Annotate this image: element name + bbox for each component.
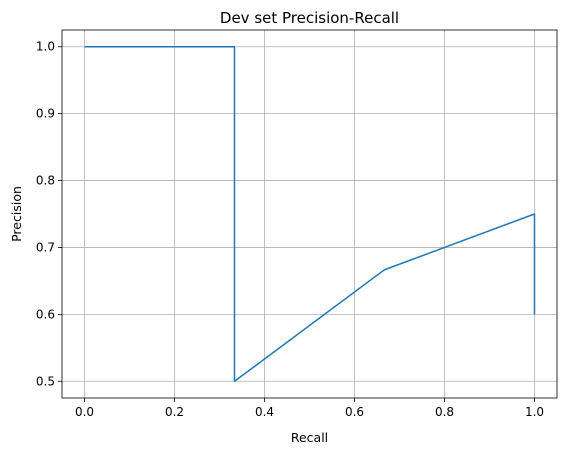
y-tick-label: 0.7: [36, 240, 55, 254]
x-tick-label: 0.2: [165, 405, 184, 419]
x-ticks: 0.0 0.2 0.4 0.6 0.8 1.0: [75, 398, 544, 419]
y-tick-label: 0.8: [36, 174, 55, 188]
x-tick-label: 0.6: [345, 405, 364, 419]
x-tick-label: 0.8: [435, 405, 454, 419]
y-tick-label: 0.9: [36, 107, 55, 121]
x-tick-label: 0.4: [255, 405, 274, 419]
y-ticks: 0.5 0.6 0.7 0.8 0.9 1.0: [36, 40, 62, 388]
y-axis-label: Precision: [9, 186, 24, 242]
x-tick-label: 1.0: [525, 405, 544, 419]
y-tick-label: 1.0: [36, 40, 55, 54]
x-axis-label: Recall: [291, 430, 328, 445]
pr-curve-line: [84, 45, 536, 383]
y-tick-label: 0.6: [36, 307, 55, 321]
plot-frame: [61, 29, 558, 399]
x-tick-label: 0.0: [75, 405, 94, 419]
y-tick-label: 0.5: [36, 374, 55, 388]
grid: [62, 30, 557, 398]
series-layer: [84, 45, 536, 383]
chart-title: Dev set Precision-Recall: [220, 9, 399, 27]
